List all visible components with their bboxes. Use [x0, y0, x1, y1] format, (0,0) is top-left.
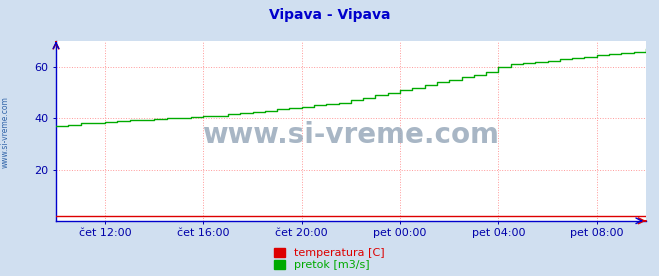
Text: Vipava - Vipava: Vipava - Vipava — [269, 8, 390, 22]
Text: www.si-vreme.com: www.si-vreme.com — [1, 97, 10, 168]
Legend: temperatura [C], pretok [m3/s]: temperatura [C], pretok [m3/s] — [274, 248, 385, 270]
Text: www.si-vreme.com: www.si-vreme.com — [202, 121, 500, 149]
